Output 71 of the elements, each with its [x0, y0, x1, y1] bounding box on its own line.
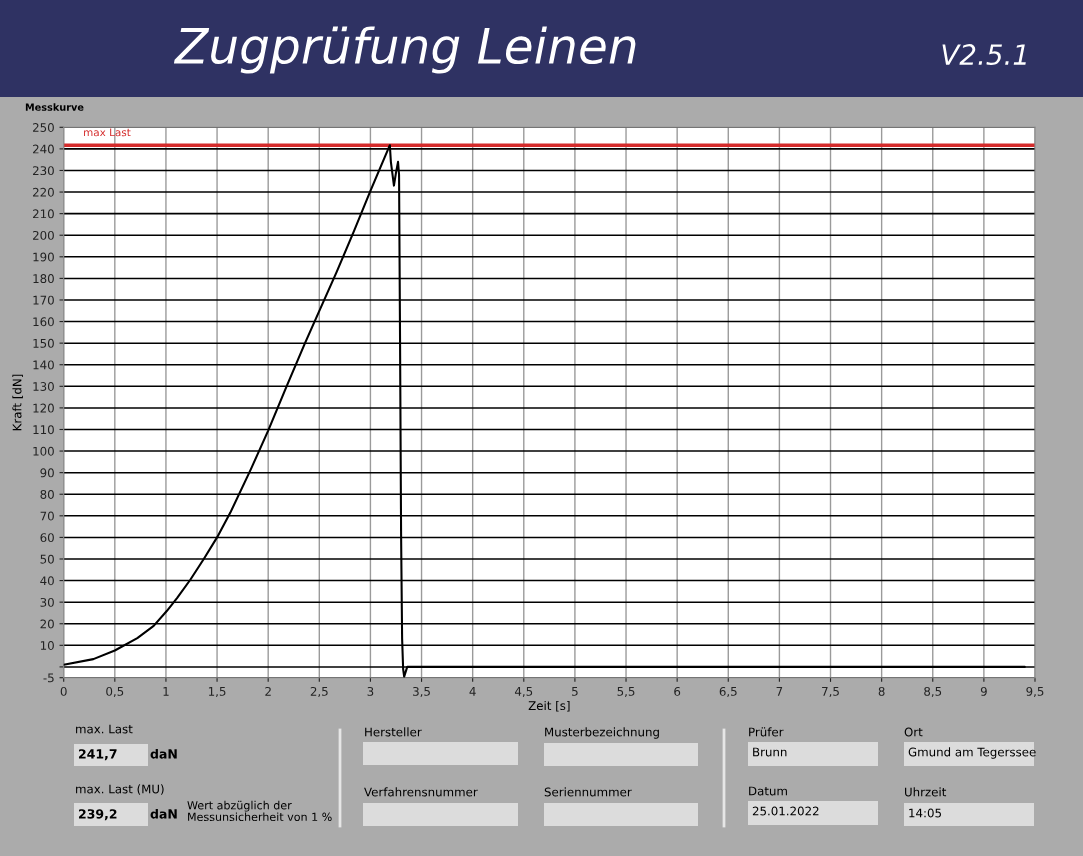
- text: Uhrzeit: [905, 787, 947, 797]
- y-tick-label: 210: [33, 209, 54, 219]
- y-tick-label: 20: [40, 619, 54, 629]
- x-tick-label: 9: [980, 686, 987, 696]
- x-tick-label: 4: [469, 687, 476, 696]
- x-tick-label: 4,5: [514, 687, 533, 698]
- x-tick-label: 3,5: [413, 686, 430, 698]
- x-tick-label: 2,5: [310, 686, 328, 698]
- y-tick-label: 160: [33, 317, 54, 327]
- y-tick-label: 250: [33, 123, 54, 132]
- text: 25.01.2022: [752, 806, 819, 816]
- text: Hersteller: [365, 727, 422, 737]
- text: Musterbezeichnung: [545, 727, 659, 739]
- x-tick-label: 3: [367, 686, 374, 696]
- text: V2.5.1: [942, 44, 1026, 66]
- x-tick-label: 0,5: [106, 686, 124, 698]
- y-tick-label: 150: [33, 338, 54, 348]
- y-tick-label: 40: [40, 576, 54, 586]
- y-tick-label: 130: [33, 382, 54, 391]
- x-tick-label: 5,5: [617, 687, 635, 698]
- text: 14:05: [909, 808, 941, 818]
- chart-title: Zugprüfung Leinen: [173, 26, 636, 74]
- text: daN: [150, 808, 177, 819]
- x-tick-label: 9,5: [1026, 686, 1044, 698]
- x-tick-label: 5: [572, 687, 578, 696]
- text: 239,2: [78, 809, 117, 821]
- y-tick-label: 70: [40, 511, 54, 521]
- text: Brunn: [753, 747, 787, 757]
- text: Prüfer: [749, 727, 784, 737]
- y-tick-label: 100: [33, 446, 54, 456]
- x-axis-title: Zeit [s]: [528, 700, 570, 712]
- y-tick-label: 110: [33, 425, 54, 435]
- text: Verfahrensnummer: [364, 787, 478, 797]
- x-tick-label: 1: [163, 687, 169, 696]
- y-tick-label: 120: [33, 403, 54, 413]
- x-tick-label: 6,5: [719, 686, 737, 698]
- x-tick-label: 2: [265, 686, 271, 696]
- text: Gmund am Tegerssee: [908, 747, 1036, 759]
- text: Ort: [904, 727, 923, 737]
- x-tick-label: 7: [776, 687, 783, 696]
- y-tick-label: 240: [33, 144, 54, 154]
- y-tick-label: 200: [33, 230, 54, 240]
- y-tick-label: 180: [33, 274, 54, 284]
- text: max. Last: [76, 724, 133, 734]
- y-tick-label: 170: [33, 295, 54, 305]
- x-tick-label: 7,5: [822, 687, 839, 698]
- y-tick-label: -5: [43, 673, 54, 683]
- text: max. Last (MU): [76, 784, 164, 795]
- text: daN: [150, 748, 177, 759]
- y-tick-label: 80: [40, 489, 54, 499]
- text: 241,7: [78, 749, 117, 761]
- y-tick-label: 220: [33, 187, 54, 197]
- y-tick-label: 60: [40, 533, 54, 543]
- y-tick-label: 230: [33, 166, 54, 176]
- ref-line-label: max Last: [84, 128, 131, 137]
- text: Wert abzüglich der Messunsicherheit von 1 %: [187, 800, 332, 822]
- x-tick-label: 1,5: [208, 687, 226, 698]
- x-tick-label: 8: [878, 686, 885, 696]
- x-tick-label: 6: [674, 686, 681, 696]
- y-axis-title: Kraft [dN]: [12, 374, 23, 431]
- y-tick-label: 140: [33, 360, 54, 370]
- y-tick-label: 90: [40, 468, 54, 478]
- y-tick-label: 50: [40, 554, 54, 564]
- text: Seriennummer: [544, 787, 632, 797]
- x-tick-label: 0: [60, 686, 67, 696]
- x-tick-label: 8,5: [924, 686, 942, 698]
- y-tick-label: 190: [33, 252, 54, 262]
- y-tick-label: 30: [40, 597, 54, 607]
- text: Datum: [749, 786, 787, 796]
- y-tick-label: 10: [40, 641, 54, 650]
- chart-subtitle: Messkurve: [25, 103, 84, 111]
